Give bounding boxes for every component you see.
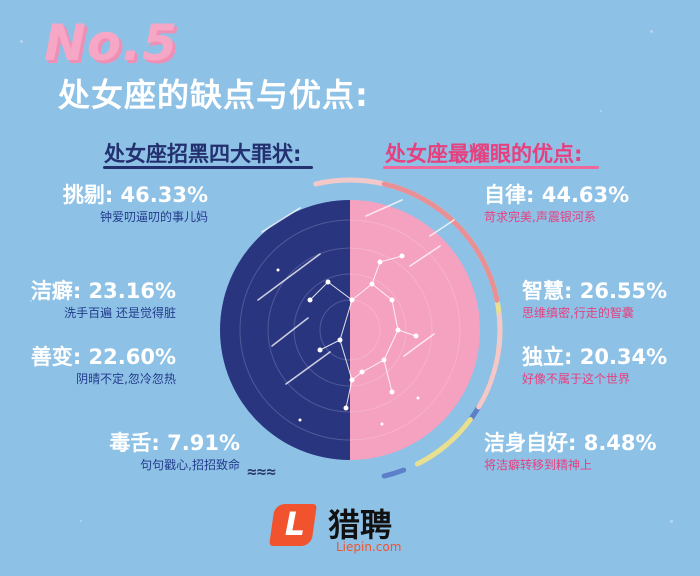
fault-description: 阴晴不定,忽冷忽热 — [76, 372, 176, 386]
fault-description: 洗手百遍 还是觉得脏 — [64, 306, 176, 320]
issue-number: No.5 — [44, 14, 178, 72]
merit-description: 思维缜密,行走的智囊 — [522, 306, 634, 320]
merit-value-label: 自律: 44.63% — [484, 183, 630, 207]
fault-item: 洁癖: 23.16% 洗手百遍 还是觉得脏 — [31, 278, 176, 321]
merit-value-label: 独立: 20.34% — [522, 345, 668, 369]
right-half-disc — [350, 200, 480, 460]
fault-item: 善变: 22.60% 阴晴不定,忽冷忽热 — [31, 344, 176, 387]
merit-description: 将洁癖转移到精神上 — [484, 458, 593, 472]
merit-item: 洁身自好: 8.48% 将洁癖转移到精神上 — [484, 430, 657, 473]
meteor-streaks — [257, 199, 455, 385]
right-section-title: 处女座最耀眼的优点: — [385, 142, 583, 166]
merit-item: 自律: 44.63% 苛求完美,声震银河系 — [484, 182, 629, 225]
merit-value-label: 智慧: 26.55% — [522, 279, 668, 303]
background-speck — [650, 30, 653, 33]
fault-value-label: 挑剔: 46.33% — [62, 183, 208, 207]
fault-value-label: 洁癖: 23.16% — [30, 279, 176, 303]
orbit-lines — [239, 219, 461, 441]
background-speck — [670, 520, 673, 523]
left-half-disc — [220, 200, 350, 460]
virgo-constellation-stars — [276, 253, 420, 426]
page-title: 处女座的缺点与优点: — [58, 76, 369, 114]
fault-item: 挑剔: 46.33% 钟爱叨逼叨的事儿妈 — [63, 182, 208, 225]
left-section-underline — [103, 166, 313, 169]
logo-domain: Liepin.com — [336, 540, 402, 554]
merit-value-label: 洁身自好: 8.48% — [484, 431, 657, 455]
fault-value-label: 毒舌: 7.91% — [109, 431, 240, 455]
merit-item: 智慧: 26.55% 思维缜密,行走的智囊 — [522, 278, 667, 321]
background-speck — [30, 300, 32, 302]
wave-icon: ≈≈≈ — [247, 462, 276, 481]
background-speck — [600, 110, 602, 112]
fault-description: 句句戳心,招招致命 — [140, 458, 240, 472]
outer-ring — [313, 177, 503, 479]
logo-letter: L — [284, 505, 306, 543]
background-speck — [80, 520, 82, 522]
fault-description: 钟爱叨逼叨的事儿妈 — [99, 210, 208, 224]
fault-item: 毒舌: 7.91% 句句戳心,招招致命 — [109, 430, 240, 473]
logo-name: 猎聘 — [328, 506, 393, 544]
merit-ring-segment — [414, 416, 473, 467]
background-speck — [20, 40, 23, 43]
merit-ring-segment — [381, 467, 407, 479]
right-section-underline — [383, 166, 599, 169]
merit-description: 好像不属于这个世界 — [522, 372, 631, 386]
merit-ring-segment — [381, 181, 500, 303]
merit-ring-segment — [476, 312, 503, 410]
left-section-title: 处女座招黑四大罪状: — [104, 142, 302, 166]
merit-item: 独立: 20.34% 好像不属于这个世界 — [522, 344, 667, 387]
fault-value-label: 善变: 22.60% — [30, 345, 176, 369]
merit-description: 苛求完美,声震银河系 — [484, 210, 596, 224]
